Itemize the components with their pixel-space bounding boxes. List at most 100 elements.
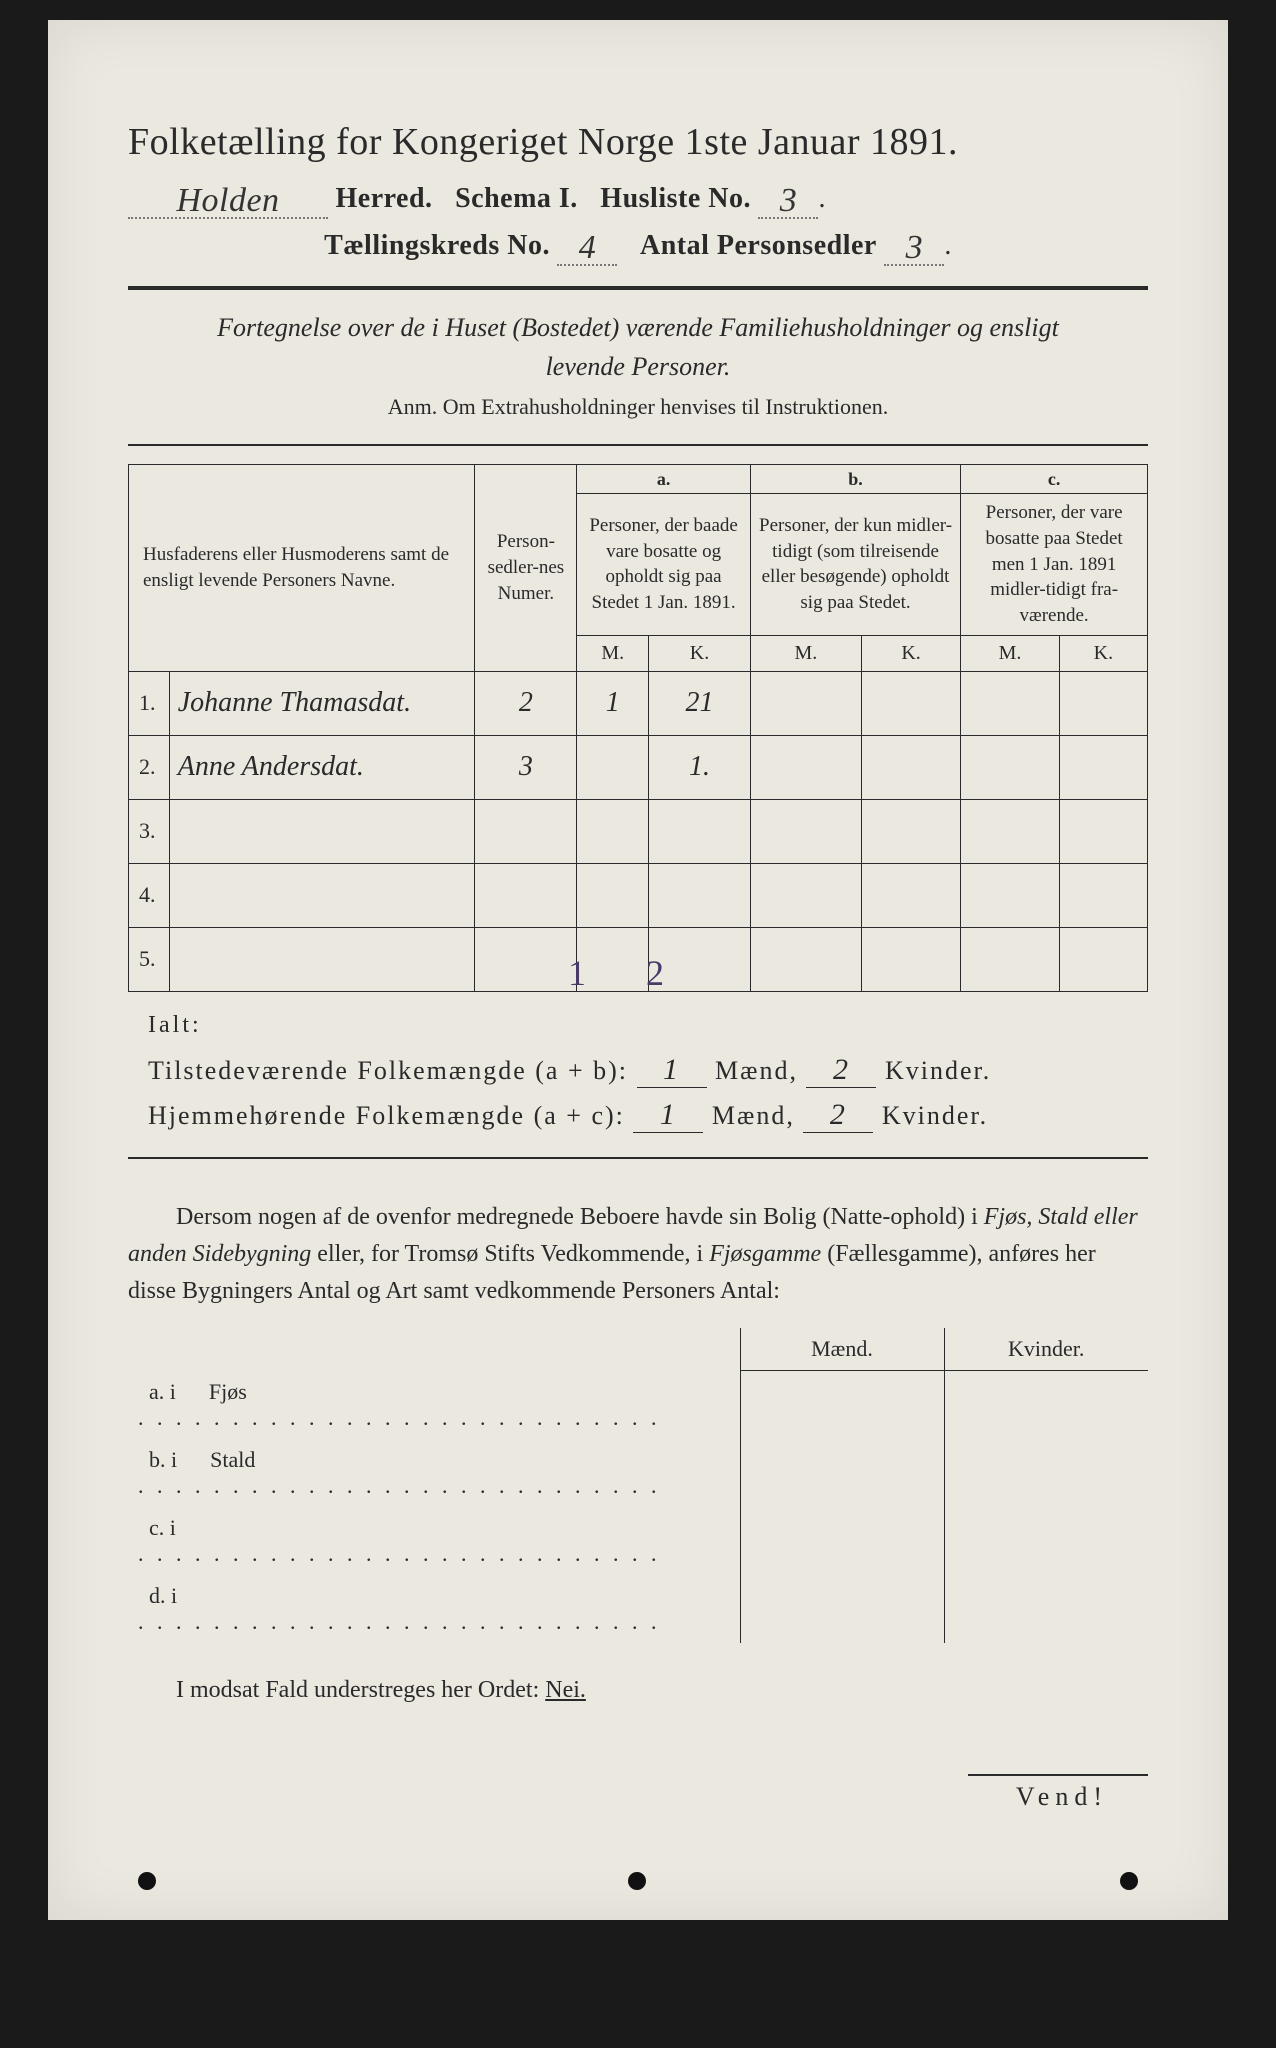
sub-kvinder: Kvinder. [944,1328,1148,1371]
ialt-totals: 12 [568,952,724,994]
fortegnelse-heading: Fortegnelse over de i Huset (Bostedet) v… [128,308,1148,386]
sum1-label: Tilstedeværende Folkemængde (a + b): [148,1056,628,1085]
row-label: c. i . . . . . . . . . . . . . . . . . .… [128,1507,740,1575]
maend-label: Mænd, [715,1056,798,1085]
sum2-m: 1 [633,1098,703,1133]
person-num: 3 [475,735,577,799]
row-m [740,1575,944,1643]
person-name: Johanne Thamasdat. [169,671,475,735]
col-a-letter: a. [577,465,751,494]
b-k-val [861,799,960,863]
col-c-text: Personer, der vare bosatte paa Stedet me… [961,494,1148,635]
row-m [740,1371,944,1439]
row-k [944,1575,1148,1643]
c-m-val [961,799,1060,863]
person-num [475,799,577,863]
anm-note: Anm. Om Extrahusholdninger henvises til … [128,394,1148,420]
sum1-m: 1 [637,1053,707,1088]
person-num: 2 [475,671,577,735]
a-m-val [577,799,649,863]
col-name: Husfaderens eller Husmoderens samt de en… [129,465,475,672]
footer-note: I modsat Fald understreges her Ordet: Ne… [128,1677,1148,1704]
person-num [475,863,577,927]
kvinder-label-2: Kvinder. [882,1101,988,1130]
row-label: d. i . . . . . . . . . . . . . . . . . .… [128,1575,740,1643]
herred-value: Holden [128,186,328,219]
binding-hole [1120,1872,1138,1890]
row-k [944,1439,1148,1507]
husliste-value: 3 [758,186,818,219]
b-k-val [861,671,960,735]
body-t1: Dersom nogen af de ovenfor medregnede Be… [176,1204,984,1230]
person-name [169,799,475,863]
a-k-val: 21 [649,671,751,735]
person-num [475,927,577,991]
b-k-val [861,927,960,991]
kvinder-label: Kvinder. [885,1056,991,1085]
schema-label: Schema I. [455,183,578,214]
b-k-val [861,735,960,799]
antal-label: Antal Personsedler [640,230,877,261]
census-form-page: Folketælling for Kongeriget Norge 1ste J… [48,20,1228,1920]
col-c-letter: c. [961,465,1148,494]
col-num: Person-sedler-nes Numer. [475,465,577,672]
col-a-text: Personer, der baade vare bosatte og opho… [577,494,751,635]
row-number: 3. [129,799,170,863]
row-m [740,1439,944,1507]
fortegnelse-l1: Fortegnelse over de i Huset (Bostedet) v… [217,313,1059,342]
sum2-label: Hjemmehørende Folkemængde (a + c): [148,1101,625,1130]
turn-over: Vend! [968,1774,1148,1812]
row-label: b. i Stald . . . . . . . . . . . . . . .… [128,1439,740,1507]
household-table: Husfaderens eller Husmoderens samt de en… [128,464,1148,992]
kreds-value: 4 [557,233,617,266]
b-m-val [750,671,861,735]
sum2-k: 2 [803,1098,873,1133]
sum1-k: 2 [806,1053,876,1088]
a-k-val: 1. [649,735,751,799]
b-m-val [750,927,861,991]
a-m-val: 1 [577,671,649,735]
row-number: 4. [129,863,170,927]
fortegnelse-l2: levende Personer. [546,352,731,381]
b-m-val [750,735,861,799]
ialt-label: Ialt: [148,1012,1148,1039]
col-b-text: Personer, der kun midler-tidigt (som til… [750,494,960,635]
husliste-label: Husliste No. [600,183,751,214]
antal-value: 3 [884,233,944,266]
b-m-val [750,863,861,927]
herred-label: Herred. [336,183,433,214]
c-m-val [961,863,1060,927]
table-row: 2.Anne Andersdat.3 1. [129,735,1148,799]
c-k: K. [1059,635,1147,671]
footer-nei: Nei. [545,1677,586,1703]
table-row: 1.Johanne Thamasdat.2121 [129,671,1148,735]
c-m-val [961,671,1060,735]
outbuilding-row: c. i . . . . . . . . . . . . . . . . . .… [128,1507,1148,1575]
outbuilding-row: a. i Fjøs . . . . . . . . . . . . . . . … [128,1371,1148,1439]
form-title: Folketælling for Kongeriget Norge 1ste J… [128,120,1148,164]
maend-label-2: Mænd, [712,1101,795,1130]
kreds-label: Tællingskreds No. [324,230,550,261]
person-name [169,927,475,991]
c-m-val [961,927,1060,991]
subtitle-line-1: Holden Herred. Schema I. Husliste No. 3. [128,182,1148,215]
divider [128,286,1148,290]
row-number: 1. [129,671,170,735]
divider-thin [128,444,1148,446]
row-number: 2. [129,735,170,799]
row-label: a. i Fjøs . . . . . . . . . . . . . . . … [128,1371,740,1439]
person-name [169,863,475,927]
binding-hole [138,1872,156,1890]
ialt-block: 1 2 Ialt: Tilstedeværende Folkemængde (a … [128,1012,1148,1133]
body-i2: Fjøsgamme [709,1241,821,1267]
table-row: 3. [129,799,1148,863]
row-k [944,1371,1148,1439]
c-k-val [1059,799,1147,863]
a-m-val [577,863,649,927]
person-name: Anne Andersdat. [169,735,475,799]
b-k: K. [861,635,960,671]
c-k-val [1059,927,1147,991]
sum-resident: Hjemmehørende Folkemængde (a + c): 1 Mæn… [148,1098,1148,1133]
outbuilding-row: d. i . . . . . . . . . . . . . . . . . .… [128,1575,1148,1643]
a-m: M. [577,635,649,671]
